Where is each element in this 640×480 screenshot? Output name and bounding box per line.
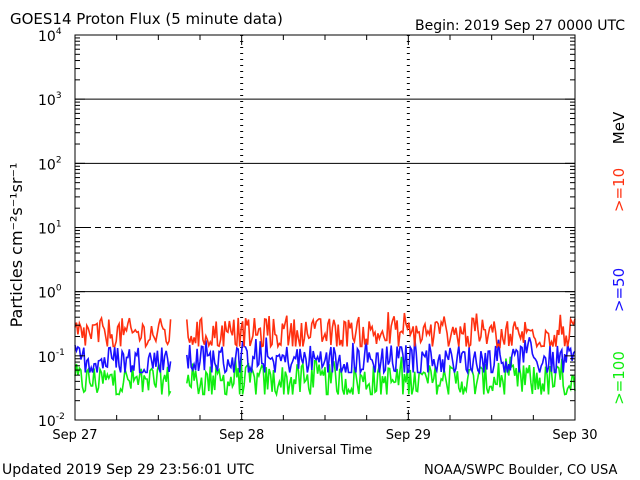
x-tick-label-3: Sep 30 — [552, 428, 597, 443]
series-line-ge50-seg0 — [74, 344, 172, 374]
x-tick-label-2: Sep 29 — [386, 428, 431, 443]
begin-time: Begin: 2019 Sep 27 0000 UTC — [415, 18, 625, 34]
y-tick-label-2: 100 — [38, 284, 62, 302]
y-tick-label-3: 101 — [38, 220, 62, 238]
legend: >=10 >=50 >=100 — [610, 168, 628, 405]
x-ticks: Sep 27 Sep 28 Sep 29 Sep 30 — [52, 35, 598, 443]
chart-title: GOES14 Proton Flux (5 minute data) — [10, 10, 283, 28]
data-series — [74, 312, 576, 398]
x-tick-label-0: Sep 27 — [52, 428, 97, 443]
series-line-ge10-seg0 — [74, 315, 172, 349]
updated-timestamp: Updated 2019 Sep 29 23:56:01 UTC — [2, 462, 255, 478]
legend-unit: MeV — [610, 111, 628, 144]
plot-frame — [74, 34, 576, 421]
y-tick-label-5: 103 — [38, 91, 62, 109]
y-ticks: 10-2 10-1 100 101 102 103 104 — [38, 27, 575, 430]
legend-entry-ge100: >=100 — [610, 351, 628, 405]
y-tick-label-4: 102 — [38, 155, 62, 173]
reference-lines — [75, 98, 575, 293]
y-tick-label-0: 10-2 — [38, 412, 65, 430]
x-tick-label-1: Sep 28 — [219, 428, 264, 443]
x-axis-label: Universal Time — [276, 443, 373, 458]
legend-entry-ge10: >=10 — [610, 168, 628, 212]
legend-entry-ge50: >=50 — [610, 268, 628, 312]
series-line-ge50-seg1 — [186, 337, 576, 376]
series-line-ge10-seg1 — [186, 312, 576, 350]
day-separators — [240, 35, 410, 420]
y-tick-label-6: 104 — [38, 27, 62, 45]
series-line-ge100-seg0 — [74, 361, 172, 398]
credit: NOAA/SWPC Boulder, CO USA — [424, 463, 617, 478]
y-tick-label-1: 10-1 — [38, 348, 65, 366]
y-axis-label: Particles cm⁻²s⁻¹sr⁻¹ — [7, 163, 26, 328]
